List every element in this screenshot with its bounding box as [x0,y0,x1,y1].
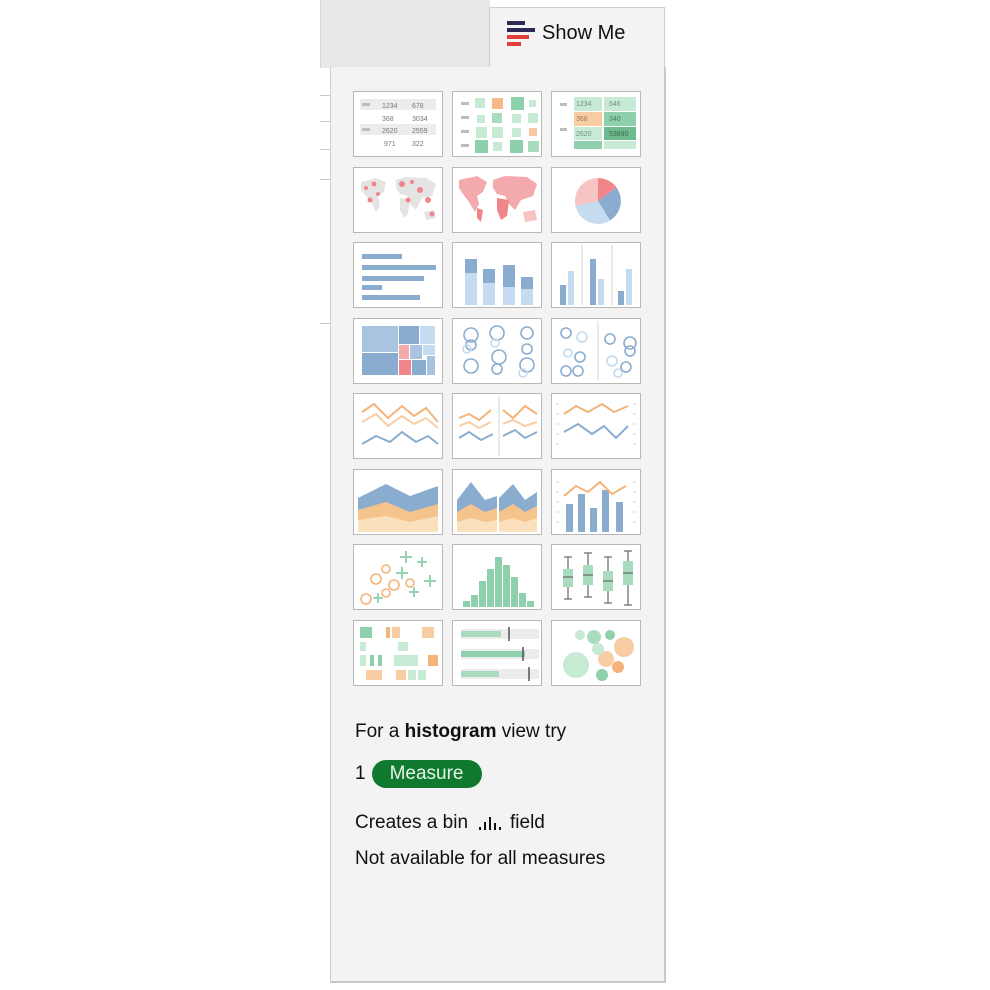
treemap-icon [362,326,435,375]
chart-heat-map[interactable] [452,91,542,157]
box-whisker-icon [563,550,633,606]
chart-lines-discrete[interactable] [452,393,542,459]
chart-dual-combination[interactable] [551,469,641,535]
text-table-cell: 368 [382,116,394,123]
highlight-table-cell: 1234 [576,101,592,108]
chart-filled-map[interactable] [452,167,542,233]
chart-packed-bubbles[interactable] [551,620,641,686]
show-me-panel: 1234 678 368 3034 2620 2559 971 322 [330,67,666,983]
histogram-icon [463,557,534,607]
chart-circle-view[interactable] [452,318,542,384]
chart-gantt[interactable] [353,620,443,686]
dual-lines-icon [556,402,636,445]
highlight-table-cell: 546 [609,101,621,108]
text-table-cell: 1234 [382,103,398,110]
chart-treemap[interactable] [353,318,443,384]
hint-detail-text: Creates a bin [355,812,469,833]
chart-lines-continuous[interactable] [353,393,443,459]
highlight-table-cell: 2620 [576,131,592,138]
hint-note: Not available for all measures [355,848,606,869]
stacked-bars-icon [465,259,533,305]
side-by-side-bars-icon [560,245,632,305]
chart-type-grid: 1234 678 368 3034 2620 2559 971 322 [353,91,642,691]
hint-title: For a histogram view try [355,721,566,743]
text-table-cell: 971 [384,141,396,148]
hint-suffix: view try [496,721,567,742]
text-table-cell: 678 [412,103,424,110]
side-by-side-circles-icon [560,321,637,381]
dual-combination-icon [556,480,636,532]
chart-side-by-side-circles[interactable] [551,318,641,384]
highlight-table-cell: 368 [576,116,588,123]
symbol-map-icon [361,177,436,220]
text-table-icon: 1234 678 368 3034 2620 2559 971 322 [360,99,436,148]
bin-icon [479,816,502,830]
chart-symbol-map[interactable] [353,167,443,233]
hint-chart-name: histogram [404,721,497,742]
highlight-table-icon: 1234 546 368 340 2620 53890 [560,97,636,149]
chart-highlight-table[interactable]: 1234 546 368 340 2620 53890 [551,91,641,157]
pie-chart-icon [574,177,621,224]
left-panel-edge [320,68,330,328]
text-table-cell: 3034 [412,116,428,123]
circle-view-icon [462,325,535,378]
packed-bubbles-icon [563,630,634,681]
show-me-label: Show Me [542,22,626,44]
measure-count: 1 [355,763,366,784]
adjacent-tab-area [320,0,490,68]
chart-box-and-whisker[interactable] [551,544,641,610]
chart-pie[interactable] [551,167,641,233]
scatter-plot-icon [360,551,436,605]
chart-scatter-plot[interactable] [353,544,443,610]
area-continuous-icon [358,484,438,532]
chart-histogram[interactable] [452,544,542,610]
hint-requirement: 1 Measure [355,760,482,788]
highlight-table-cell: 53890 [609,131,629,138]
gantt-chart-icon [360,627,438,680]
area-discrete-icon [457,482,537,532]
show-me-icon [507,21,535,46]
hint-field-text: field [510,812,545,833]
chart-area-discrete[interactable] [452,469,542,535]
chart-dual-lines[interactable] [551,393,641,459]
filled-map-icon [459,176,537,222]
horizontal-bars-icon [362,254,436,300]
chart-area-continuous[interactable] [353,469,443,535]
chart-bullet-graph[interactable] [452,620,542,686]
hint-detail: Creates a bin field [355,812,545,834]
text-table-cell: 2559 [412,128,428,135]
text-table-cell: 322 [412,141,424,148]
show-me-tab[interactable]: Show Me [489,7,665,69]
lines-continuous-icon [361,402,439,445]
heat-map-icon [461,97,539,153]
chart-text-table[interactable]: 1234 678 368 3034 2620 2559 971 322 [353,91,443,157]
bullet-graph-icon [461,627,539,681]
measure-pill: Measure [371,760,482,788]
chart-stacked-bars[interactable] [452,242,542,308]
hint-prefix: For a [355,721,405,742]
chart-side-by-side-bars[interactable] [551,242,641,308]
lines-discrete-icon [458,396,538,456]
text-table-cell: 2620 [382,128,398,135]
highlight-table-cell: 340 [609,116,621,123]
chart-horizontal-bars[interactable] [353,242,443,308]
